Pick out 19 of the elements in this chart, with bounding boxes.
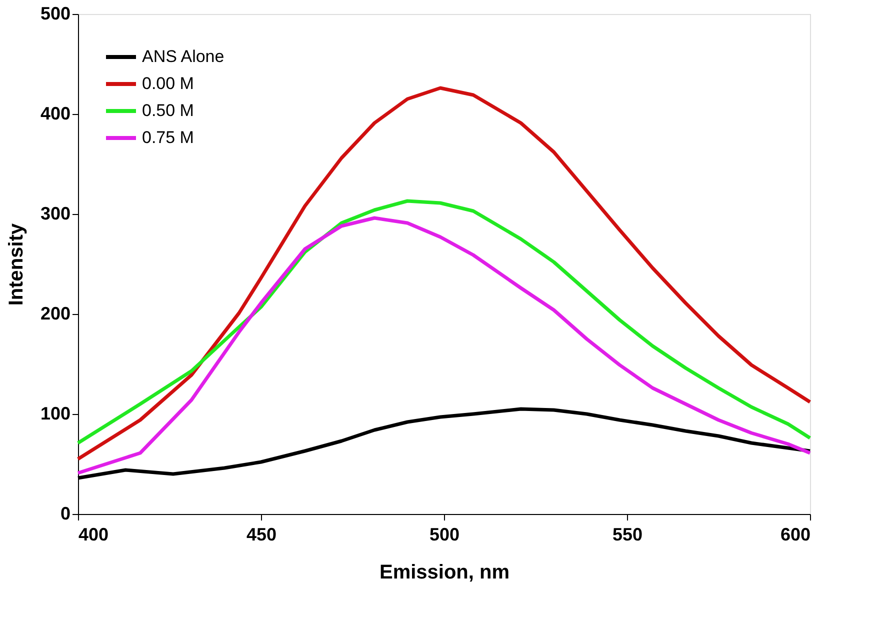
x-tick-label: 500 — [429, 524, 460, 544]
line-series — [76, 216, 812, 475]
x-tick-label: 400 — [78, 524, 109, 544]
y-tick-label: 100 — [40, 404, 70, 424]
x-tick-label: 600 — [780, 524, 810, 544]
x-tick-label: 550 — [612, 524, 643, 544]
legend-label: 0.75 M — [142, 128, 194, 147]
y-tick-label: 0 — [60, 504, 70, 524]
y-tick-label: 500 — [40, 4, 70, 24]
y-tick-label: 200 — [40, 304, 70, 324]
y-tick-label: 300 — [40, 204, 70, 224]
x-axis-title: Emission, nm — [379, 562, 510, 584]
line-series — [76, 199, 812, 445]
y-axis-title: Intensity — [5, 222, 28, 306]
legend-label: 0.00 M — [142, 74, 194, 93]
y-tick-label: 400 — [40, 104, 70, 124]
legend-label: 0.50 M — [142, 101, 194, 120]
x-tick-label: 450 — [246, 524, 277, 544]
legend-label: ANS Alone — [142, 47, 224, 66]
